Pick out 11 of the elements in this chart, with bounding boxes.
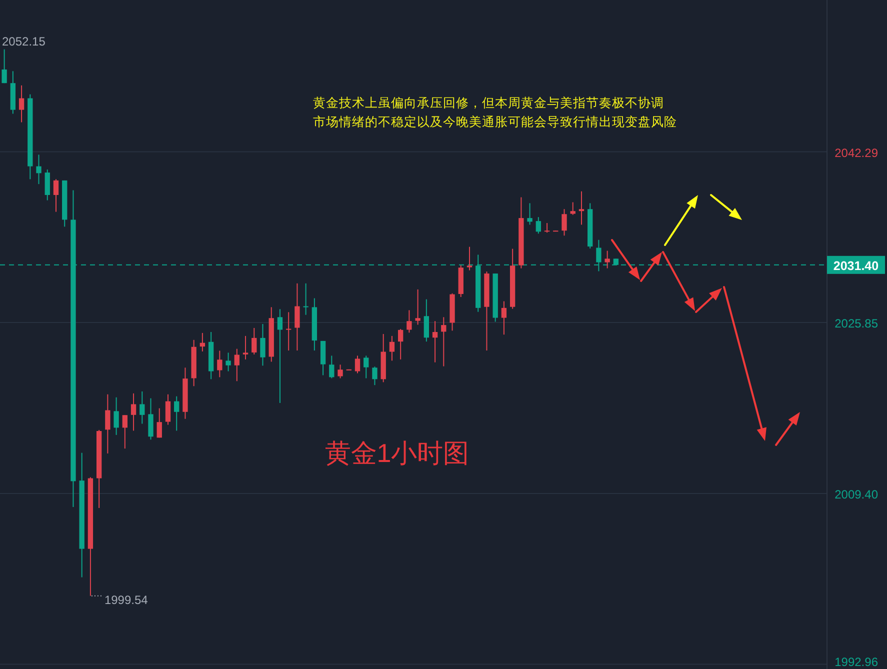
ref-line-label: 2031.40 xyxy=(833,258,879,273)
text: 黄金1小时图 xyxy=(324,438,470,468)
annotation: 市场情绪的不稳定以及今晚美通胀可能会导致行情出现变盘风险 xyxy=(313,114,677,129)
annotation: 1999.54 xyxy=(90,592,148,607)
annotation: 1999.54 xyxy=(104,592,148,607)
annotation: 黄金技术上虽偏向承压回修，但本周黄金与美指节奏极不协调 xyxy=(313,95,664,110)
y-tick-label: 1992.96 xyxy=(834,655,878,669)
y-tick-label: 2025.85 xyxy=(834,316,878,331)
annotation: 2052.15 xyxy=(2,34,46,48)
y-tick-label: 2042.29 xyxy=(834,146,878,160)
y-tick-label: 2009.40 xyxy=(834,487,878,502)
